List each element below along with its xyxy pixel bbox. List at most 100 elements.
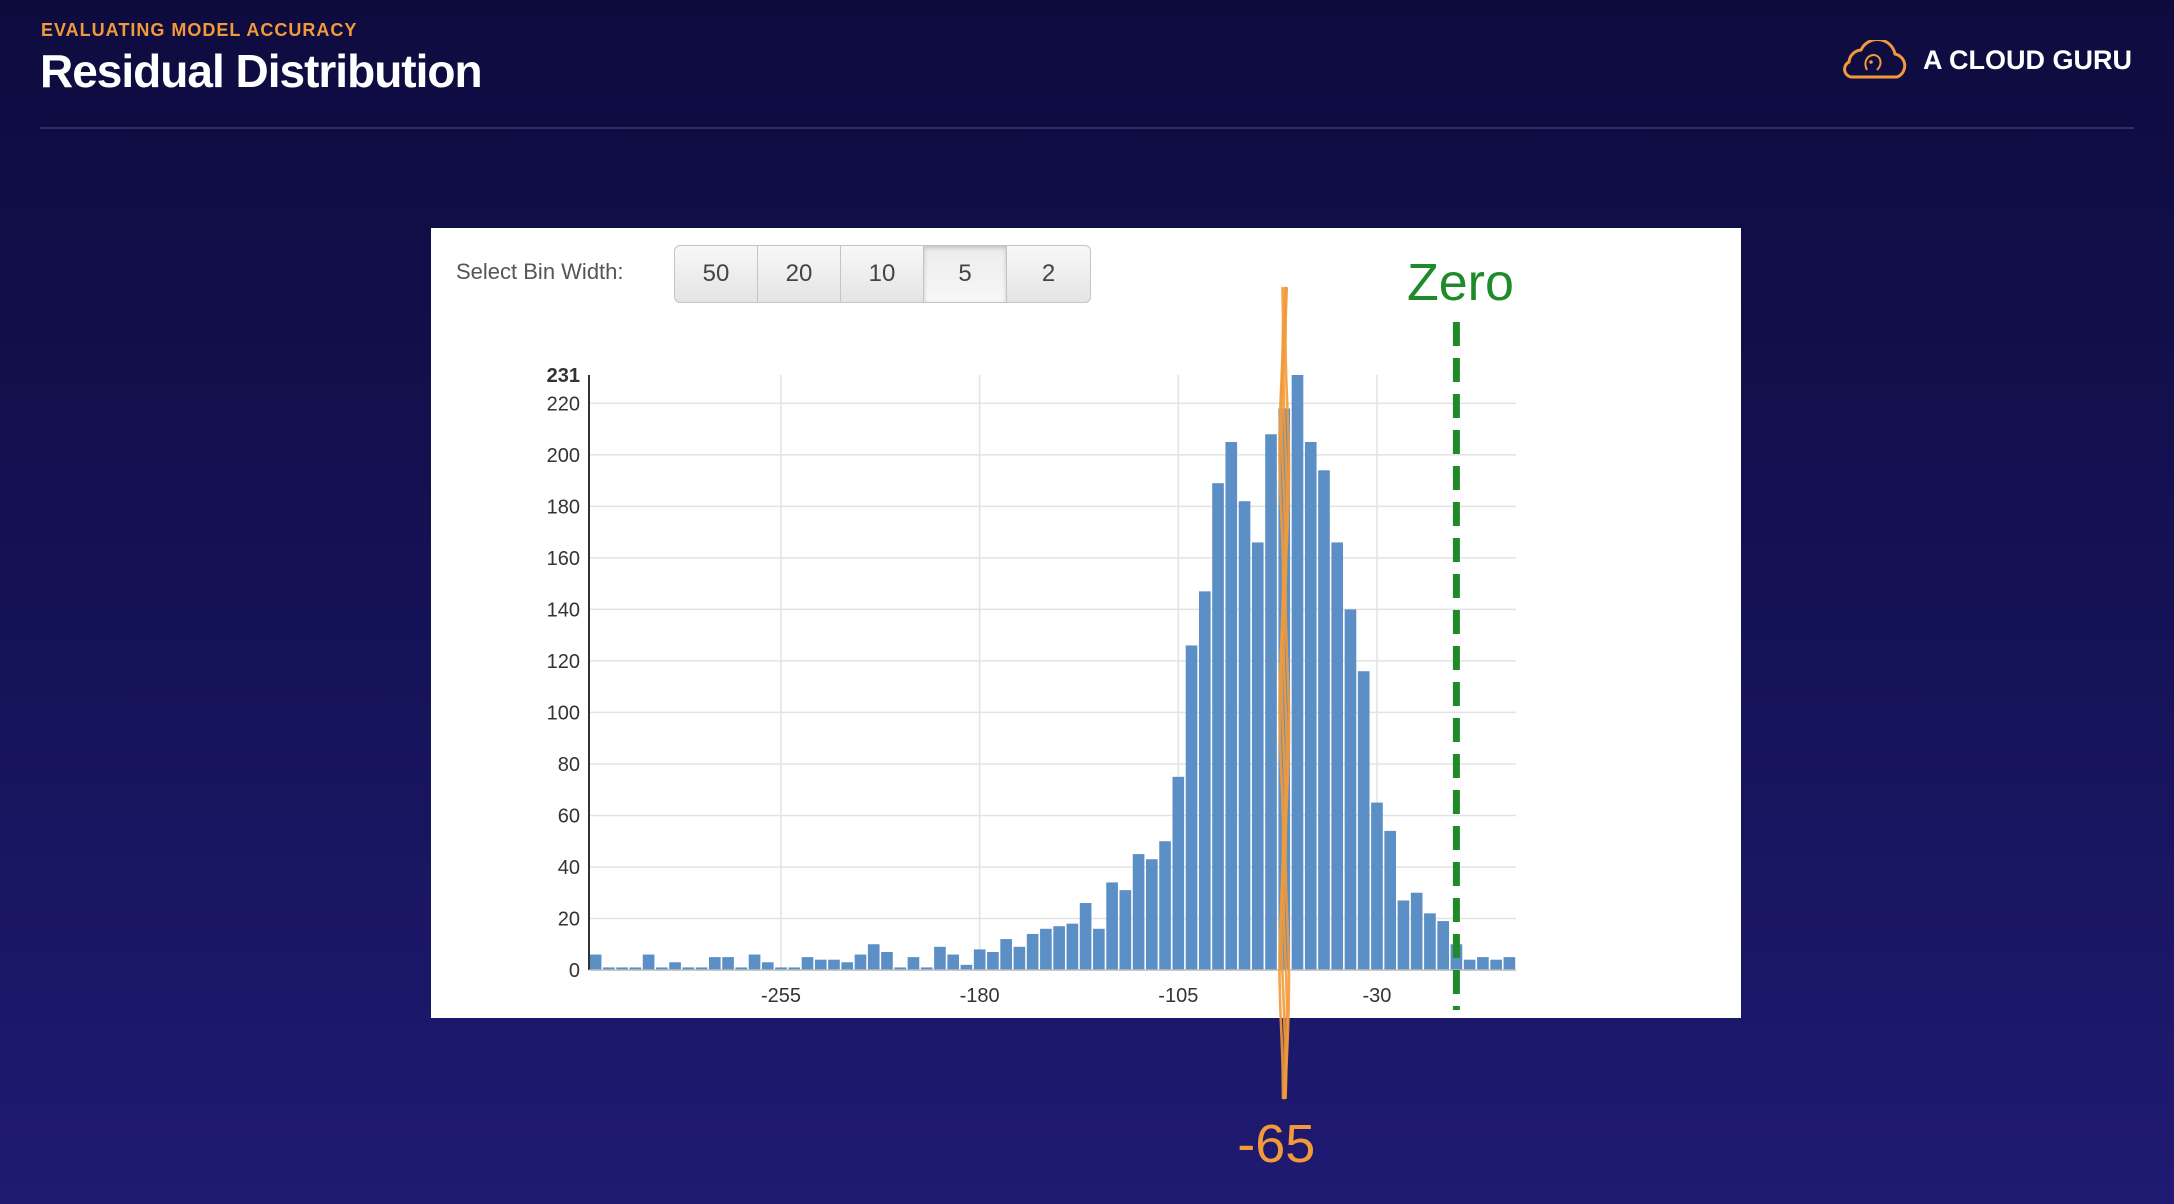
histogram-bar: [1212, 483, 1224, 970]
histogram-bar: [841, 962, 854, 970]
histogram-bar: [1079, 903, 1092, 970]
histogram-bar: [1463, 959, 1476, 970]
y-tick-label: 200: [547, 445, 580, 467]
histogram-bar: [1198, 591, 1211, 970]
chart-grid: [589, 375, 1516, 970]
histogram-bar: [629, 967, 642, 970]
histogram-bar: [1000, 939, 1012, 970]
histogram-bar: [1185, 645, 1198, 970]
page-title: Residual Distribution: [40, 45, 483, 97]
brand: A CLOUD GURU: [1837, 38, 2132, 82]
histogram-bar: [748, 954, 761, 970]
histogram-bar: [920, 967, 933, 970]
histogram-bar: [1503, 957, 1516, 970]
histogram-bar: [1093, 928, 1105, 970]
histogram-bar: [801, 957, 814, 970]
x-tick-label: -30: [1362, 985, 1391, 1007]
histogram-bar: [788, 967, 801, 970]
histogram-bar: [947, 954, 959, 970]
zero-reference-label: Zero: [1407, 254, 1514, 312]
histogram-bar: [1437, 921, 1449, 970]
histogram-bar: [1053, 926, 1065, 970]
histogram-bar: [669, 962, 681, 970]
histogram-bar: [973, 949, 986, 970]
histogram-bar: [894, 967, 907, 970]
bin-width-10-button[interactable]: 10: [841, 246, 924, 302]
histogram-bar: [775, 967, 787, 970]
histogram-bar: [1238, 501, 1251, 970]
histogram-bar: [1424, 913, 1436, 970]
bin-width-5-button[interactable]: 5: [924, 246, 1007, 302]
bin-width-label: Select Bin Width:: [456, 259, 624, 284]
histogram-bar: [1106, 882, 1118, 970]
histogram-bar: [1371, 802, 1383, 970]
histogram-bar: [1344, 609, 1357, 970]
histogram-bar: [761, 962, 774, 970]
mean-marker-stroke: [1278, 286, 1285, 1100]
y-max-label: 231: [547, 365, 580, 387]
histogram-bar: [1410, 892, 1423, 970]
histogram-bar: [722, 957, 734, 970]
histogram-bar: [616, 967, 628, 970]
chart-annotations: Zero -65: [1237, 254, 1514, 1174]
histogram-bar: [881, 951, 893, 970]
mean-marker-stroke: [1280, 286, 1287, 1100]
histogram-bar: [1331, 542, 1344, 970]
y-tick-label: 0: [569, 960, 580, 982]
y-tick-label: 140: [547, 599, 580, 621]
cloud-guru-logo-icon: [1843, 40, 1907, 79]
histogram-bar: [867, 944, 880, 970]
x-tick-label: -105: [1158, 985, 1198, 1007]
y-tick-label: 160: [547, 548, 580, 570]
histogram-bar: [1357, 671, 1370, 970]
histogram-bar: [828, 959, 840, 970]
chart-axes: 0 20 40 60 80 100 120 140 160 180 200 220 231 -255 -18…: [547, 365, 1516, 1007]
y-tick-label: 180: [547, 496, 580, 518]
histogram-bar: [1119, 890, 1132, 970]
mean-marker-stroke: [1282, 286, 1289, 1100]
histogram-bar: [1291, 375, 1304, 970]
histogram-bar: [987, 951, 999, 970]
y-tick-label: 100: [547, 702, 580, 724]
y-tick-label: 120: [547, 651, 580, 673]
histogram-bar: [1304, 441, 1317, 970]
histogram-bar: [656, 967, 668, 970]
header-divider: [40, 127, 2134, 129]
histogram-bar: [907, 957, 920, 970]
bin-width-50-button[interactable]: 50: [675, 246, 758, 302]
histogram-bar: [1159, 841, 1171, 970]
histogram-bar: [1490, 959, 1502, 970]
histogram-bar: [1225, 441, 1238, 970]
histogram-bar: [1397, 900, 1410, 970]
histogram-bar: [603, 967, 615, 970]
histogram-bar: [695, 967, 708, 970]
bin-width-20-button[interactable]: 20: [758, 246, 841, 302]
mean-marker-stroke: [1284, 286, 1291, 1100]
mean-marker-label: -65: [1237, 1114, 1315, 1174]
y-tick-label: 80: [558, 754, 580, 776]
histogram-bar: [1040, 928, 1052, 970]
histogram-bar: [1477, 957, 1489, 970]
y-tick-label: 40: [558, 857, 580, 879]
bin-width-2-button[interactable]: 2: [1041, 260, 1056, 287]
x-tick-label: -255: [761, 985, 801, 1007]
histogram-bar: [1172, 776, 1185, 970]
histogram-bar: [1026, 933, 1039, 970]
y-tick-label: 20: [558, 908, 580, 930]
y-tick-label: 220: [547, 393, 580, 415]
brand-name: A CLOUD GURU: [1923, 44, 2132, 75]
histogram-bar: [934, 946, 946, 970]
histogram-bar: [814, 959, 827, 970]
histogram-bar: [854, 954, 867, 970]
histogram-bar: [1265, 434, 1277, 970]
histogram-bar: [1318, 470, 1330, 970]
histogram-bar: [708, 957, 721, 970]
histogram-bar: [1066, 923, 1079, 970]
histogram-bar: [1132, 854, 1145, 970]
histogram-bar: [960, 964, 973, 970]
histogram-bar: [642, 954, 655, 970]
chart-panel: [431, 228, 1741, 1018]
histogram-bar: [1251, 542, 1264, 970]
histogram-bar: [1013, 946, 1026, 970]
